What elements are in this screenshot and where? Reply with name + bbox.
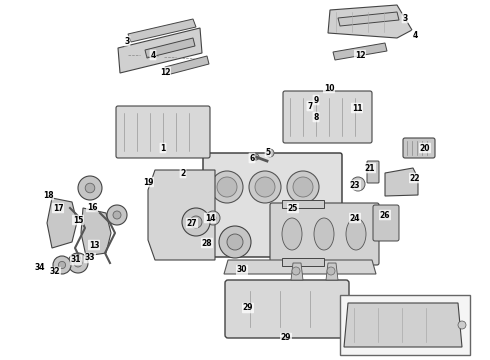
Text: 20: 20 [420,144,430,153]
Circle shape [85,183,95,193]
Text: 15: 15 [73,216,83,225]
Circle shape [182,208,210,236]
Text: 2: 2 [180,168,186,177]
Text: 34: 34 [35,264,45,273]
Circle shape [255,177,275,197]
Circle shape [113,211,121,219]
Polygon shape [333,43,387,60]
Circle shape [107,205,127,225]
Text: 4: 4 [413,31,417,40]
Circle shape [293,177,313,197]
Polygon shape [344,303,462,347]
Circle shape [74,259,82,267]
Text: 13: 13 [89,240,99,249]
Ellipse shape [314,218,334,250]
Circle shape [190,216,202,228]
Circle shape [68,253,88,273]
Circle shape [58,261,66,269]
Polygon shape [47,198,77,248]
Text: 32: 32 [50,267,60,276]
Text: 19: 19 [143,177,153,186]
Text: 3: 3 [124,36,130,45]
Text: 27: 27 [187,219,197,228]
Circle shape [217,177,237,197]
Polygon shape [338,12,399,26]
Circle shape [219,226,251,258]
Polygon shape [165,56,209,75]
Circle shape [458,321,466,329]
Text: 29: 29 [281,333,291,342]
Bar [282,258,324,266]
Circle shape [211,171,243,203]
Polygon shape [118,28,202,73]
Text: 28: 28 [202,239,212,248]
Circle shape [78,176,102,200]
Bar [340,295,470,355]
Text: 14: 14 [205,213,215,222]
Text: 1: 1 [160,144,166,153]
Text: 4: 4 [150,50,156,59]
Text: 18: 18 [43,190,53,199]
Text: 33: 33 [85,253,95,262]
Polygon shape [148,170,215,260]
Ellipse shape [346,218,366,250]
Circle shape [210,215,216,221]
Text: 30: 30 [237,266,247,274]
Text: 22: 22 [410,174,420,183]
FancyBboxPatch shape [283,91,372,143]
Text: 6: 6 [249,153,255,162]
Text: 21: 21 [365,163,375,172]
Ellipse shape [282,218,302,250]
Text: 17: 17 [53,203,63,212]
Circle shape [351,177,365,191]
Text: 26: 26 [380,211,390,220]
Text: 5: 5 [266,148,270,157]
Circle shape [206,211,220,225]
Polygon shape [145,38,195,58]
Circle shape [292,267,300,275]
Text: 8: 8 [313,113,318,122]
Polygon shape [224,260,376,274]
Polygon shape [81,208,111,256]
Text: 11: 11 [352,104,362,113]
Text: 23: 23 [350,180,360,189]
Text: 31: 31 [71,256,81,265]
Text: 29: 29 [243,303,253,312]
Text: 12: 12 [160,68,170,77]
Text: 10: 10 [324,84,334,93]
Polygon shape [291,263,303,280]
Circle shape [249,171,281,203]
FancyBboxPatch shape [225,280,349,338]
Bar [282,200,324,208]
Polygon shape [326,263,338,280]
Circle shape [253,154,259,160]
Text: 25: 25 [288,203,298,212]
FancyBboxPatch shape [403,138,435,158]
FancyBboxPatch shape [203,153,342,257]
Circle shape [287,171,319,203]
FancyBboxPatch shape [367,161,379,183]
Polygon shape [128,19,196,42]
Text: 24: 24 [350,213,360,222]
FancyBboxPatch shape [373,205,399,241]
Circle shape [327,267,335,275]
Polygon shape [328,5,412,38]
Text: 12: 12 [355,50,365,59]
Text: 3: 3 [402,14,408,23]
Circle shape [227,234,243,250]
Text: 9: 9 [314,95,318,104]
Circle shape [266,149,274,157]
Text: 7: 7 [307,102,313,111]
FancyBboxPatch shape [270,203,379,265]
Polygon shape [385,168,418,196]
FancyBboxPatch shape [116,106,210,158]
Circle shape [53,256,71,274]
Text: 16: 16 [87,202,97,212]
